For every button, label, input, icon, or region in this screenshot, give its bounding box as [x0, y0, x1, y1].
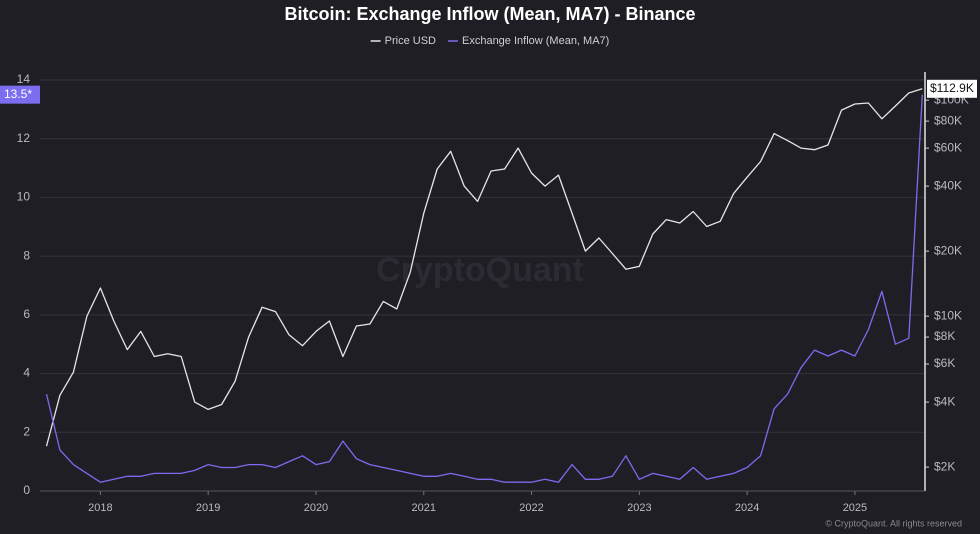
x-tick-label: 2020 [304, 502, 328, 514]
value-tag-label: $112.9K [930, 81, 974, 95]
series-line [45, 94, 923, 483]
y2-tick-label: $4K [934, 394, 955, 408]
y2-tick-label: $8K [934, 329, 955, 343]
y-tick-label: 14 [17, 72, 31, 86]
y-tick-label: 10 [17, 190, 31, 204]
legend-label: Exchange Inflow (Mean, MA7) [462, 35, 609, 47]
series-line [45, 88, 923, 447]
watermark: CryptoQuant [376, 251, 584, 289]
y2-tick-label: $60K [934, 140, 962, 154]
value-tag-box [0, 85, 40, 104]
x-tick-label: 2023 [627, 502, 651, 514]
y2-tick-label: $2K [934, 459, 955, 473]
value-tag: $112.9K [927, 79, 977, 98]
y-tick-label: 8 [23, 248, 30, 262]
x-tick-label: 2025 [843, 502, 867, 514]
y-tick-label: 4 [23, 366, 30, 380]
y2-tick-label: $6K [934, 356, 955, 370]
legend-label: Price USD [385, 35, 436, 47]
y2-tick-label: $20K [934, 243, 962, 257]
x-tick-label: 2019 [196, 502, 220, 514]
y2-tick-label: $10K [934, 308, 962, 322]
source-note: © CryptoQuant. All rights reserved [825, 518, 962, 528]
value-tag-box [927, 79, 977, 98]
x-tick-label: 2021 [412, 502, 436, 514]
y-tick-label: 2 [23, 424, 30, 438]
legend-item: Price USD [370, 35, 436, 47]
y-tick-label: 12 [17, 131, 31, 145]
y-tick-label: 6 [23, 307, 30, 321]
value-tag-label: 13.5* [4, 87, 32, 101]
y2-tick-label: $80K [934, 113, 962, 127]
y-tick-label: 0 [23, 483, 30, 497]
y2-tick-label: $40K [934, 178, 962, 192]
x-tick-label: 2022 [519, 502, 543, 514]
value-tag: 13.5* [0, 85, 40, 104]
x-tick-label: 2018 [88, 502, 112, 514]
legend-item: Exchange Inflow (Mean, MA7) [447, 35, 609, 47]
x-tick-label: 2024 [735, 502, 759, 514]
chart-title: Bitcoin: Exchange Inflow (Mean, MA7) - B… [284, 4, 695, 24]
